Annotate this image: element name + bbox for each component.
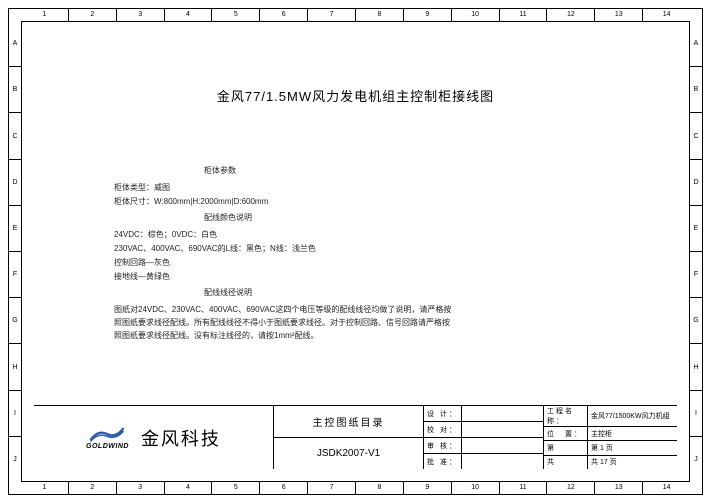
ruler-col: 9 — [404, 9, 452, 21]
ruler-row: A — [9, 21, 21, 67]
ruler-row: F — [690, 252, 702, 298]
ruler-row: G — [690, 298, 702, 344]
ruler-col: 13 — [595, 9, 643, 21]
signatures: 设 计： 校 对： 审 核： 批 准： — [424, 406, 544, 469]
ruler-row: G — [9, 298, 21, 344]
ruler-row: I — [9, 391, 21, 437]
ruler-row: B — [9, 67, 21, 113]
wire-color-2: 230VAC、400VAC、690VAC的L线：黑色；N线：浅兰色 — [114, 243, 677, 256]
wire-color-4: 接地线—黄绿色 — [114, 271, 677, 284]
ruler-row: C — [9, 113, 21, 159]
ruler-col: 9 — [404, 482, 452, 494]
ruler-col: 2 — [69, 482, 117, 494]
ruler-col: 5 — [212, 482, 260, 494]
ruler-top: 1234567891011121314 — [21, 9, 690, 21]
page-label: 第 — [544, 441, 588, 454]
doc-title: 主控图纸目录 — [274, 406, 423, 438]
ruler-col: 12 — [547, 482, 595, 494]
ruler-col: 1 — [21, 9, 69, 21]
project-label: 工程名称： — [544, 406, 588, 426]
ruler-col: 1 — [21, 482, 69, 494]
review-val — [462, 438, 543, 453]
ruler-col: 14 — [643, 482, 690, 494]
logo-icon — [89, 425, 125, 443]
ruler-col: 8 — [356, 482, 404, 494]
review-label: 审 核： — [424, 438, 462, 453]
ruler-col: 11 — [500, 9, 548, 21]
ruler-col: 5 — [212, 9, 260, 21]
ruler-col: 4 — [165, 9, 213, 21]
ruler-col: 8 — [356, 9, 404, 21]
ruler-row: H — [690, 344, 702, 390]
ruler-col: 7 — [308, 482, 356, 494]
section-title-wire-color: 配线颜色说明 — [204, 212, 677, 225]
wire-diam-para: 图纸对24VDC、230VAC、400VAC、690VAC这四个电压等级的配线线… — [114, 304, 454, 342]
ruler-col: 4 — [165, 482, 213, 494]
inner-frame: 金风77/1.5MW风力发电机组主控制柜接线图 柜体参数 柜体类型：威图 柜体尺… — [21, 21, 690, 482]
drawing-frame: 1234567891011121314 1234567891011121314 … — [8, 8, 703, 495]
project-info: 工程名称：金风77/1500KW风力机组 位 置：主控柜 第 第 1 页 共 共… — [544, 406, 677, 469]
ruler-col: 14 — [643, 9, 690, 21]
wire-color-3: 控制回路—灰色 — [114, 257, 677, 270]
body-text: 柜体参数 柜体类型：威图 柜体尺寸：W:800mm|H:2000mm|D:600… — [114, 165, 677, 343]
position-label: 位 置： — [544, 427, 588, 440]
ruler-col: 6 — [260, 9, 308, 21]
ruler-right: ABCDEFGHIJ — [690, 21, 702, 482]
approve-label: 批 准： — [424, 454, 462, 469]
ruler-col: 7 — [308, 9, 356, 21]
section-title-cabinet: 柜体参数 — [204, 165, 677, 178]
ruler-row: B — [690, 67, 702, 113]
ruler-col: 3 — [117, 482, 165, 494]
ruler-row: E — [9, 206, 21, 252]
cabinet-type: 柜体类型：威图 — [114, 182, 677, 195]
ruler-row: I — [690, 391, 702, 437]
design-label: 设 计： — [424, 406, 462, 421]
ruler-col: 3 — [117, 9, 165, 21]
ruler-col: 13 — [595, 482, 643, 494]
check-val — [462, 422, 543, 437]
drawing-content: 金风77/1.5MW风力发电机组主控制柜接线图 柜体参数 柜体类型：威图 柜体尺… — [34, 34, 677, 469]
check-label: 校 对： — [424, 422, 462, 437]
ruler-row: D — [9, 160, 21, 206]
total-val: 共 17 页 — [588, 456, 677, 469]
wire-color-1: 24VDC：棕色；0VDC：白色 — [114, 229, 677, 242]
logo-text-en: GOLDWIND — [86, 443, 129, 450]
logo-text-cn: 金风科技 — [141, 425, 221, 451]
ruler-col: 11 — [500, 482, 548, 494]
ruler-left: ABCDEFGHIJ — [9, 21, 21, 482]
cabinet-size: 柜体尺寸：W:800mm|H:2000mm|D:600mm — [114, 196, 677, 209]
ruler-col: 2 — [69, 9, 117, 21]
ruler-col: 10 — [452, 482, 500, 494]
total-label: 共 — [544, 456, 588, 469]
ruler-col: 10 — [452, 9, 500, 21]
ruler-row: F — [9, 252, 21, 298]
ruler-col: 12 — [547, 9, 595, 21]
ruler-row: J — [690, 437, 702, 482]
ruler-row: A — [690, 21, 702, 67]
approve-val — [462, 454, 543, 469]
ruler-row: J — [9, 437, 21, 482]
project-val: 金风77/1500KW风力机组 — [588, 406, 677, 426]
ruler-row: H — [9, 344, 21, 390]
logo-cell: GOLDWIND 金风科技 — [34, 406, 274, 469]
title-block: GOLDWIND 金风科技 主控图纸目录 JSDK2007-V1 设 计： 校 … — [34, 405, 677, 469]
ruler-col: 6 — [260, 482, 308, 494]
position-val: 主控柜 — [588, 427, 677, 440]
ruler-row: D — [690, 160, 702, 206]
goldwind-logo: GOLDWIND — [86, 425, 129, 450]
section-title-wire-diam: 配线线径说明 — [204, 287, 677, 300]
ruler-row: E — [690, 206, 702, 252]
design-val — [462, 406, 543, 421]
page-val: 第 1 页 — [588, 441, 677, 454]
main-title: 金风77/1.5MW风力发电机组主控制柜接线图 — [34, 86, 677, 105]
ruler-row: C — [690, 113, 702, 159]
doc-number: JSDK2007-V1 — [274, 438, 423, 469]
doc-title-cell: 主控图纸目录 JSDK2007-V1 — [274, 406, 424, 469]
ruler-bottom: 1234567891011121314 — [21, 482, 690, 494]
